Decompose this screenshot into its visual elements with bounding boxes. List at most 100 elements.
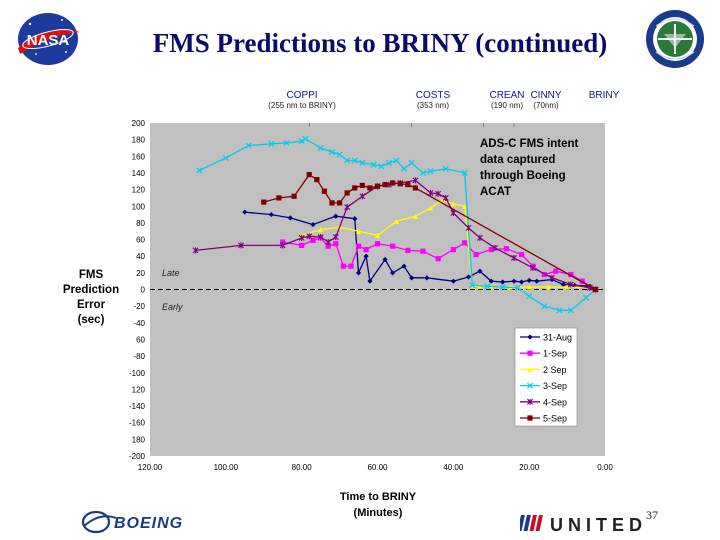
data-point	[419, 169, 427, 176]
data-point	[405, 182, 411, 188]
data-point	[583, 294, 590, 301]
data-point	[352, 185, 358, 191]
data-point	[462, 240, 468, 246]
data-point	[336, 200, 343, 206]
data-point	[553, 268, 559, 274]
data-point	[484, 283, 491, 290]
data-point	[317, 144, 324, 151]
legend-label: 3-Sep	[543, 381, 567, 391]
data-point	[283, 139, 290, 147]
y-tick-label: 120	[132, 186, 146, 195]
data-point	[245, 142, 252, 149]
series-5-sep	[261, 172, 599, 293]
data-point	[393, 157, 400, 164]
y-axis-label: FMS Prediction Error (sec)	[58, 268, 124, 328]
data-point	[310, 221, 316, 228]
data-point	[382, 182, 388, 188]
data-point	[511, 254, 517, 261]
y-tick-label: -80	[133, 352, 145, 361]
data-point	[192, 247, 199, 254]
data-point	[382, 256, 388, 263]
data-point	[450, 201, 456, 207]
data-point	[325, 238, 332, 246]
y-tick-label: -160	[129, 419, 146, 428]
data-point	[321, 188, 328, 194]
data-point	[408, 159, 415, 166]
data-point	[564, 284, 570, 290]
annotation-line: ADS-C FMS intent	[480, 138, 579, 150]
data-point	[359, 182, 365, 189]
data-point	[355, 243, 362, 249]
data-point	[527, 398, 533, 405]
y-tick-label: 60	[136, 236, 145, 245]
waypoint-cinny: CINNY (70nm)	[526, 90, 566, 110]
data-point	[488, 278, 494, 284]
data-point	[518, 279, 525, 285]
data-point	[465, 224, 472, 231]
y-tick-label: 180	[132, 136, 146, 145]
x-axis-label-line: (Minutes)	[353, 507, 403, 519]
data-point	[412, 177, 419, 184]
data-point	[378, 163, 385, 170]
data-point	[548, 274, 555, 281]
data-point	[302, 135, 309, 142]
data-point	[526, 293, 533, 300]
legend-item: 5-Sep	[520, 414, 567, 424]
x-tick-label: 100.00	[214, 463, 239, 472]
boeing-logo-text: BOEING	[114, 515, 183, 532]
data-point	[462, 203, 468, 209]
waypoint-distance: (353 nm)	[416, 101, 449, 110]
y-tick-label: 80	[136, 219, 145, 228]
annotation-line: ACAT	[480, 186, 511, 198]
waypoint-name: COSTS	[415, 90, 451, 101]
data-point	[390, 270, 396, 276]
legend-label: 2 Sep	[543, 365, 567, 375]
y-axis-label-line: Error	[76, 299, 106, 311]
y-axis-label-line: FMS	[78, 269, 104, 281]
data-point	[499, 283, 506, 291]
faa-seal	[646, 10, 704, 68]
data-point	[465, 274, 472, 280]
data-point	[545, 284, 551, 290]
data-point	[306, 233, 313, 240]
data-point	[363, 246, 369, 253]
data-point	[435, 190, 442, 197]
data-point	[412, 213, 419, 219]
series-31-aug	[242, 209, 599, 292]
waypoint-name: BRINY	[588, 90, 620, 101]
data-point	[450, 278, 456, 284]
data-point	[370, 161, 377, 168]
waypoint-costs: COSTS (353 nm)	[408, 90, 458, 110]
y-axis-label-line: (sec)	[77, 314, 105, 326]
nasa-logo: NASA	[18, 13, 80, 65]
data-point	[318, 226, 324, 233]
data-point	[329, 200, 335, 206]
slide-title: FMS Predictions to BRINY (continued)	[152, 28, 608, 58]
data-point	[287, 215, 293, 221]
series-line	[244, 211, 596, 290]
data-point	[409, 275, 415, 281]
data-point	[492, 244, 499, 251]
legend-label: 31-Aug	[543, 333, 572, 343]
data-point	[291, 193, 297, 199]
data-point	[374, 183, 381, 189]
y-tick-label: 120	[132, 385, 146, 394]
data-point	[450, 209, 457, 217]
data-point	[420, 248, 426, 254]
data-point	[328, 149, 336, 156]
data-point	[393, 218, 400, 224]
data-point	[527, 334, 533, 340]
data-point	[222, 154, 229, 161]
early-label: Early	[162, 302, 183, 312]
data-point	[500, 279, 506, 285]
data-point	[427, 205, 434, 211]
x-tick-label: 80.00	[292, 463, 313, 472]
data-point	[276, 195, 282, 201]
data-point	[352, 216, 358, 222]
legend-item: 2 Sep	[520, 365, 567, 375]
data-point	[405, 247, 411, 253]
x-tick-label: 40.00	[443, 463, 464, 472]
data-point	[306, 172, 312, 178]
data-point	[196, 167, 203, 174]
